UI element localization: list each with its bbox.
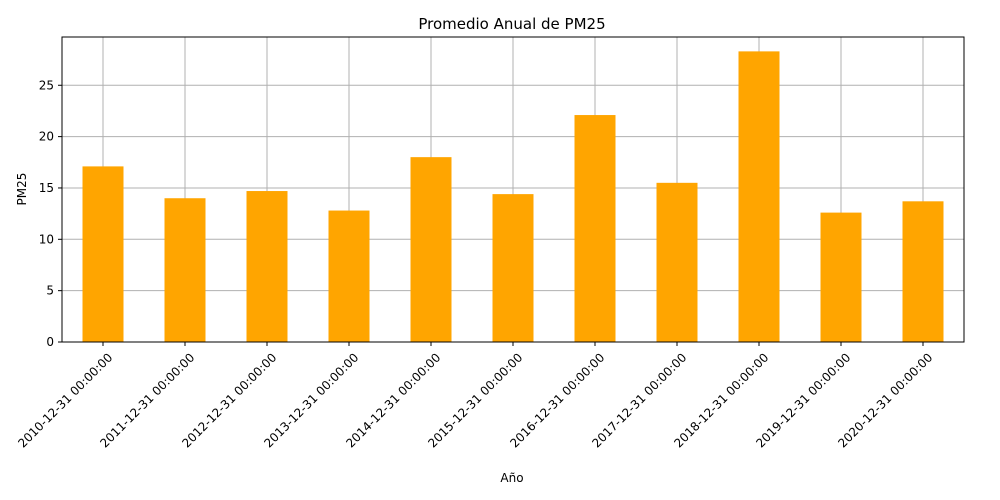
bar	[329, 211, 370, 342]
chart-title: Promedio Anual de PM25	[418, 15, 605, 33]
y-tick-label: 20	[39, 130, 54, 144]
x-tick-label: 2011-12-31 00:00:00	[97, 350, 197, 450]
bar	[83, 166, 124, 342]
y-tick-label: 0	[46, 335, 54, 349]
x-tick-label: 2014-12-31 00:00:00	[343, 350, 443, 450]
x-tick-label: 2013-12-31 00:00:00	[261, 350, 361, 450]
x-tick-label: 2020-12-31 00:00:00	[835, 350, 935, 450]
y-tick-label: 10	[39, 232, 54, 246]
y-tick-label: 5	[46, 284, 54, 298]
bar	[657, 183, 698, 342]
x-tick-label: 2019-12-31 00:00:00	[753, 350, 853, 450]
y-axis-ticks: 0 5 10 15 20 25	[39, 78, 62, 349]
bar	[739, 51, 780, 342]
bar	[165, 198, 206, 342]
bar	[575, 115, 616, 342]
y-axis-label: PM25	[15, 173, 29, 206]
x-tick-label: 2016-12-31 00:00:00	[507, 350, 607, 450]
y-tick-label: 15	[39, 181, 54, 195]
x-tick-label: 2010-12-31 00:00:00	[15, 350, 115, 450]
x-tick-label: 2012-12-31 00:00:00	[179, 350, 279, 450]
x-tick-label: 2017-12-31 00:00:00	[589, 350, 689, 450]
bar	[247, 191, 288, 342]
bar	[493, 194, 534, 342]
bar	[821, 213, 862, 342]
bar	[411, 157, 452, 342]
x-axis-label: Año	[500, 471, 523, 485]
x-tick-label: 2018-12-31 00:00:00	[671, 350, 771, 450]
bar	[903, 201, 944, 342]
x-tick-label: 2015-12-31 00:00:00	[425, 350, 525, 450]
y-tick-label: 25	[39, 78, 54, 92]
